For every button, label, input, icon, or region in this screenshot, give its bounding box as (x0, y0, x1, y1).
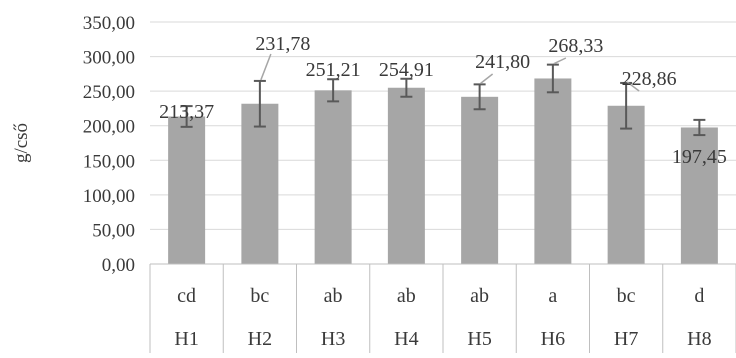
x-tick-label: H8 (687, 328, 711, 350)
y-tick-label: 200,00 (83, 117, 135, 138)
data-label-leader (626, 81, 640, 92)
data-label: 228,86 (622, 68, 677, 90)
data-label: 241,80 (475, 51, 530, 73)
data-label-leader (480, 73, 494, 84)
y-tick-label: 150,00 (83, 151, 135, 172)
data-label-leader (553, 57, 567, 65)
y-axis-label: g/cső (11, 123, 32, 163)
data-label-leader (260, 53, 272, 81)
data-label: 254,91 (379, 59, 434, 81)
group-letter-label: a (548, 285, 557, 307)
x-tick-label: H4 (394, 328, 418, 350)
bar-H8 (680, 127, 718, 264)
y-tick-label: 0,00 (102, 255, 135, 276)
group-letter-label: ab (324, 285, 343, 307)
bar-H1 (168, 116, 206, 265)
group-letter-label: ab (397, 285, 416, 307)
y-tick-label: 300,00 (83, 48, 135, 69)
y-tick-label: 100,00 (83, 186, 135, 207)
bar-H4 (387, 87, 425, 264)
y-tick-label: 250,00 (83, 82, 135, 103)
data-label: 213,37 (159, 101, 214, 123)
bar-H7 (607, 105, 645, 264)
x-tick-label: H7 (614, 328, 638, 350)
group-letter-label: cd (177, 285, 196, 307)
x-tick-label: H6 (541, 328, 565, 350)
x-tick-label: H1 (174, 328, 198, 350)
x-tick-label: H2 (248, 328, 272, 350)
bar-H6 (534, 78, 572, 265)
data-label: 251,21 (306, 59, 361, 81)
data-label: 231,78 (255, 33, 310, 55)
x-tick-label: H5 (467, 328, 491, 350)
bar-H3 (314, 90, 352, 264)
y-tick-label: 350,00 (83, 13, 135, 34)
group-letter-label: ab (470, 285, 489, 307)
group-letter-label: bc (617, 285, 636, 307)
data-label: 268,33 (548, 35, 603, 57)
bar-H5 (461, 96, 499, 265)
data-label: 197,45 (672, 146, 727, 168)
y-tick-label: 50,00 (92, 220, 135, 241)
group-letter-label: d (694, 285, 704, 307)
bar-H2 (241, 103, 279, 264)
group-letter-label: bc (250, 285, 269, 307)
x-tick-label: H3 (321, 328, 345, 350)
